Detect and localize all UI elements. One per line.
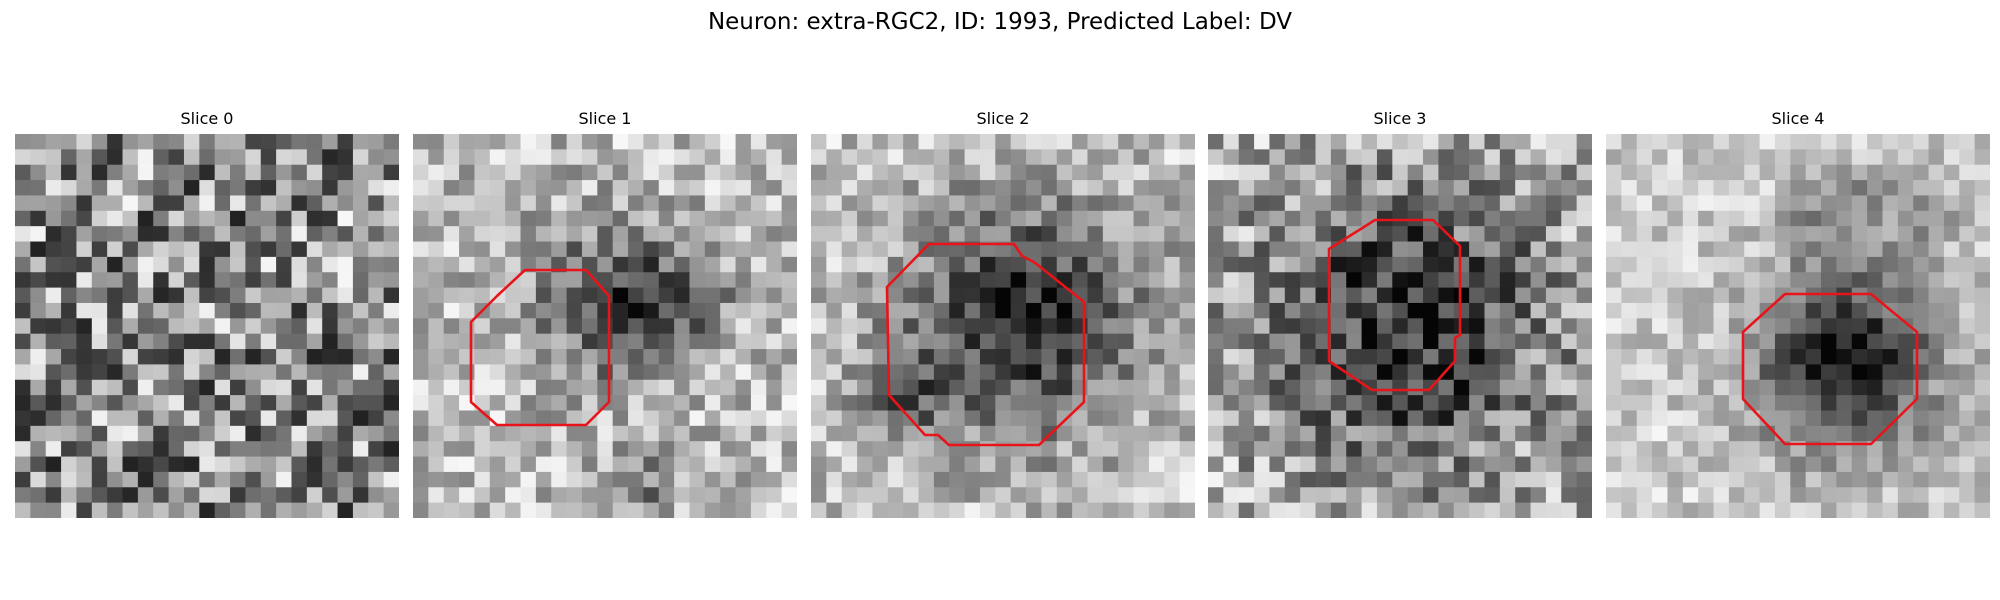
slice-image <box>811 134 1195 518</box>
roi-outline <box>1327 218 1462 392</box>
figure-title: Neuron: extra-RGC2, ID: 1993, Predicted … <box>707 9 1293 35</box>
slice-title: Slice 2 <box>976 109 1030 128</box>
slice-title: Slice 1 <box>578 109 632 128</box>
roi-outline <box>469 268 611 427</box>
slice-image <box>1606 134 1990 518</box>
slice-title: Slice 0 <box>180 109 234 128</box>
slice-title: Slice 4 <box>1771 109 1825 128</box>
roi-outline <box>1741 292 1919 446</box>
slice-image <box>1208 134 1592 518</box>
roi-outline <box>885 242 1086 447</box>
slice-image <box>15 134 399 518</box>
slice-image <box>413 134 797 518</box>
slice-title: Slice 3 <box>1373 109 1427 128</box>
